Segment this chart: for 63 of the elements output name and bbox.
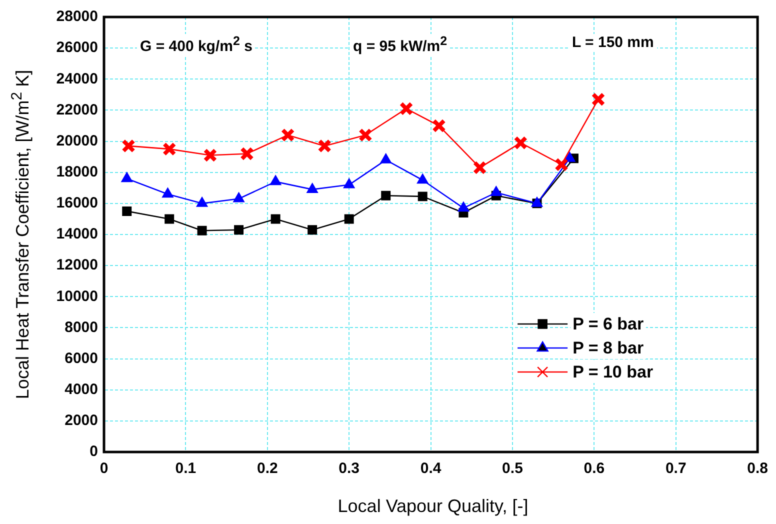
point	[432, 118, 446, 133]
point	[416, 174, 428, 184]
x-tick-label: 0.2	[256, 460, 278, 478]
point	[240, 146, 254, 161]
y-tick-label: 0	[90, 443, 98, 460]
x-axis-title: Local Vapour Quality, [-]	[336, 496, 530, 517]
point	[472, 160, 487, 175]
y-tick-label: 20000	[56, 132, 98, 150]
point	[358, 128, 372, 142]
y-tick-label: 16000	[56, 194, 98, 212]
point	[591, 92, 606, 106]
point	[162, 188, 174, 198]
x-tick-label: 0.1	[175, 460, 196, 478]
legend-label: P = 6 bar	[572, 314, 644, 334]
point	[233, 192, 244, 202]
x-tick-label: 0.5	[502, 460, 523, 478]
x-tick-label: 0.7	[665, 460, 686, 478]
y-tick-label: 14000	[56, 226, 98, 243]
y-tick-label: 22000	[56, 101, 98, 118]
point	[196, 196, 208, 207]
point	[122, 206, 132, 216]
point	[418, 192, 428, 202]
x-tick-label: 0.3	[338, 460, 360, 478]
point	[399, 102, 414, 116]
y-tick-label: 8000	[64, 318, 98, 336]
y-tick-label: 28000	[56, 8, 98, 26]
legend-label: P = 10 bar	[572, 362, 654, 382]
point	[380, 153, 392, 164]
x-tick-label: 0.6	[584, 460, 605, 478]
point	[234, 225, 244, 235]
x-tick-label: 0.4	[420, 460, 442, 478]
point	[164, 214, 174, 224]
y-tick-label: 26000	[56, 39, 98, 56]
point	[280, 128, 295, 142]
y-tick-label: 6000	[64, 350, 98, 367]
point	[122, 138, 136, 153]
point	[162, 142, 176, 156]
point	[514, 136, 528, 150]
x-tick-label: 0.8	[747, 460, 768, 478]
y-tick-label: 12000	[56, 256, 98, 274]
point	[308, 225, 318, 235]
y-tick-label: 24000	[56, 70, 98, 88]
point	[490, 186, 502, 196]
y-tick-label: 4000	[64, 381, 98, 398]
point	[318, 138, 332, 153]
annotation: G = 400 kg/m$^{2}$ s	[137, 34, 256, 55]
y-tick-label: 10000	[56, 288, 98, 305]
point	[458, 202, 470, 212]
y-tick-label: 2000	[64, 412, 98, 430]
point	[343, 178, 355, 188]
point	[344, 214, 354, 224]
annotation: q = 95 kW/m$^{2}$	[350, 34, 450, 55]
annotation: L = 150 mm	[569, 34, 657, 51]
point	[203, 148, 218, 162]
point	[306, 182, 318, 193]
point	[197, 226, 207, 236]
point	[121, 172, 133, 182]
y-tick-label: 18000	[56, 164, 98, 180]
point	[270, 214, 280, 224]
point	[554, 158, 568, 172]
point	[381, 190, 391, 200]
legend-label: P = 8 bar	[572, 338, 644, 358]
point	[270, 175, 282, 186]
